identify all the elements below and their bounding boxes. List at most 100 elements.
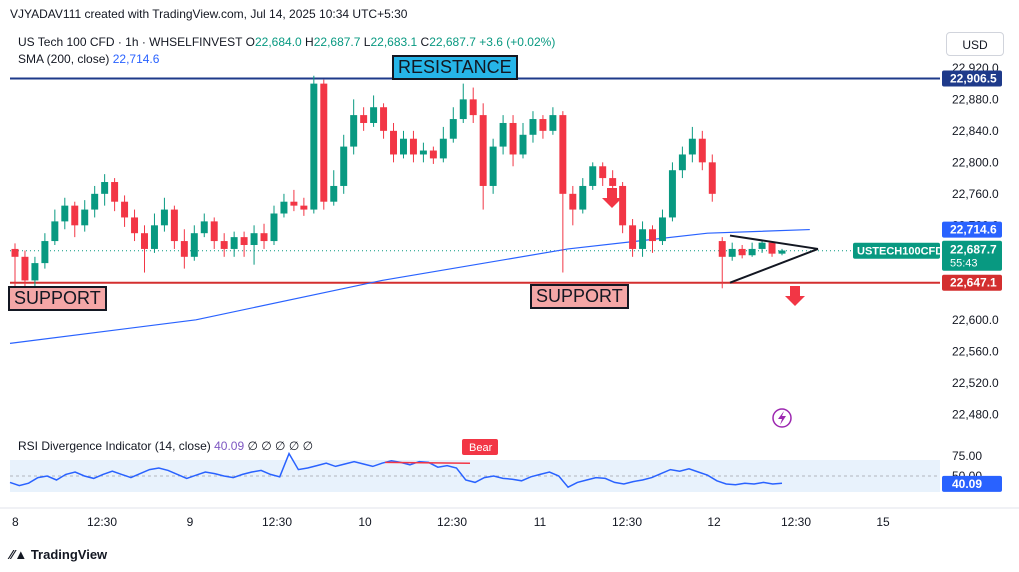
price-tag	[942, 70, 1002, 87]
price-tag	[942, 221, 1002, 238]
price-axis[interactable]: 22,480.022,520.022,560.022,600.022,720.0…	[853, 61, 1002, 492]
candle-body	[449, 119, 457, 139]
triangle-lower-line	[729, 248, 819, 284]
candle-body	[131, 217, 139, 234]
high-value: 22,687.7	[313, 35, 361, 49]
candle-body	[41, 241, 49, 264]
candle-body	[678, 154, 686, 171]
triangle-pattern	[729, 234, 819, 284]
tradingview-logo-icon: ⁄⁄▲	[10, 547, 31, 562]
time-axis[interactable]: 8 12:30 9 12:30 10 12:30 11 12:30 12 12:30 15	[12, 515, 890, 529]
rsi-band	[10, 460, 940, 492]
close-value: 22,687.7	[429, 35, 476, 49]
down-arrow-icon	[785, 286, 805, 306]
candle-body	[340, 146, 348, 186]
bear-badge	[462, 439, 498, 455]
rsi-empty-values: ∅ ∅ ∅ ∅ ∅	[247, 439, 314, 453]
price-tick-label: 22,800.0	[952, 155, 999, 169]
candle-body	[409, 138, 417, 155]
candle-body	[121, 201, 129, 218]
candle-body	[11, 248, 19, 257]
rsi-value-tag-label: 40.09	[952, 477, 982, 491]
symbol-label[interactable]: US Tech 100 CFD · 1h · WHSELFINVEST	[18, 35, 243, 49]
tradingview-logo-text: TradingView	[30, 547, 108, 562]
sma-line	[9, 228, 810, 344]
candle-body	[200, 221, 208, 234]
triangle-upper-line	[729, 234, 819, 250]
flash-icon	[772, 408, 792, 428]
sma-path	[9, 228, 810, 344]
time-tick-label: 15	[876, 515, 890, 529]
candle-body	[190, 233, 198, 257]
candle-body	[698, 138, 706, 163]
rsi-label[interactable]: RSI Divergence Indicator (14, close)	[18, 439, 211, 453]
price-tick-label: 22,480.0	[952, 407, 999, 421]
candle-body	[250, 233, 258, 245]
candle-body	[31, 263, 39, 281]
tradingview-logo[interactable]: ⁄⁄▲ TradingView	[10, 547, 107, 562]
candle-body	[180, 241, 188, 257]
sma-label[interactable]: SMA (200, close)	[18, 52, 110, 66]
candle-body	[141, 233, 148, 249]
candle-body	[489, 146, 497, 186]
candle-body	[549, 115, 557, 131]
high-label: H	[305, 35, 314, 49]
candle-body	[658, 217, 666, 242]
candle-body	[170, 209, 178, 242]
candle-body	[668, 170, 676, 218]
current-price-tag	[942, 240, 1002, 271]
candle-body	[619, 185, 627, 226]
candle-body	[399, 138, 407, 155]
chart-legend: US Tech 100 CFD · 1h · WHSELFINVEST O22,…	[18, 34, 555, 68]
price-tick-label: 22,880.0	[952, 92, 999, 106]
candle-body	[748, 248, 756, 256]
candle-body	[539, 119, 547, 131]
candle-body	[81, 209, 89, 226]
candle-body	[718, 241, 726, 257]
candle-body	[370, 107, 378, 123]
symbol-tag	[853, 242, 940, 259]
price-tick-label: 22,560.0	[952, 344, 999, 358]
candle-body	[150, 225, 158, 249]
time-tick-label: 12:30	[612, 515, 642, 529]
price-tick-label: 22,760.0	[952, 187, 999, 201]
time-tick-label: 12:30	[437, 515, 467, 529]
candle-body	[240, 237, 248, 245]
candle-body	[639, 229, 647, 249]
rsi-line: Bear	[9, 439, 783, 489]
currency-button[interactable]: USD	[946, 32, 1004, 56]
sma-row: SMA (200, close) 22,714.6	[18, 51, 555, 68]
open-label: O	[245, 35, 255, 49]
symbol-tag-label: USTECH100CFD	[857, 246, 943, 258]
candle-body	[688, 138, 696, 155]
support-label-left: SUPPORT	[8, 286, 107, 311]
candle-body	[778, 250, 786, 254]
candle-body	[708, 162, 716, 194]
rsi-value-tag	[942, 475, 1002, 492]
candle-body	[569, 193, 577, 210]
candle-body	[758, 242, 766, 249]
time-tick-label: 12:30	[781, 515, 811, 529]
candle-body	[260, 233, 268, 242]
candle-body	[559, 115, 567, 194]
candle-body	[310, 83, 318, 210]
arrows	[602, 188, 805, 428]
candle-body	[61, 205, 69, 222]
candle-body	[429, 150, 437, 159]
candle-body	[320, 83, 328, 202]
time-tick-label: 9	[187, 515, 194, 529]
candle-body	[738, 248, 746, 256]
time-tick-label: 11	[534, 515, 547, 529]
time-tick-label: 10	[358, 515, 372, 529]
open-value: 22,684.0	[254, 35, 302, 49]
candle-body	[629, 225, 637, 249]
countdown-label: 55:43	[950, 258, 978, 270]
low-label: L	[363, 35, 371, 49]
candle-body	[589, 166, 597, 186]
candle-body	[390, 130, 398, 155]
candle-body	[270, 213, 278, 242]
close-label: C	[420, 35, 430, 49]
candle-body	[300, 205, 308, 210]
candle-body	[111, 182, 119, 202]
